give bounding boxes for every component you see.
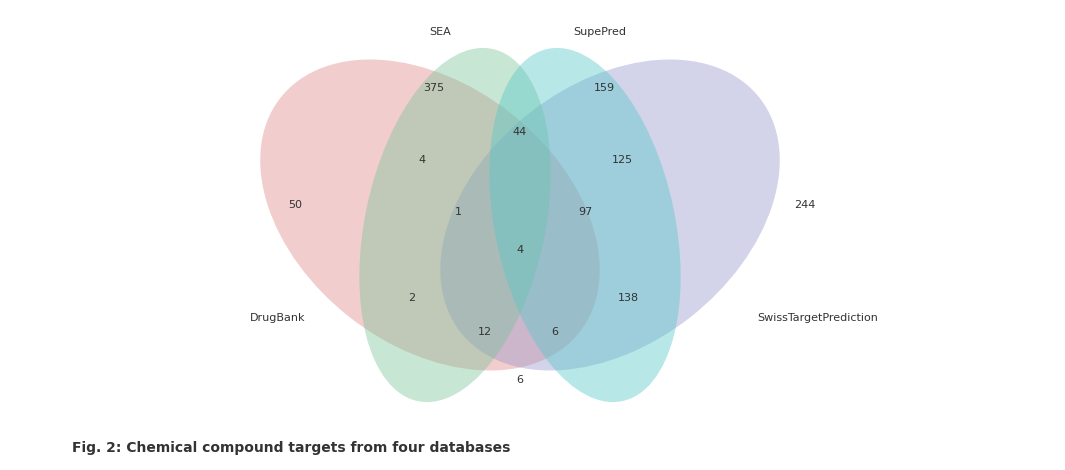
Text: 244: 244 <box>794 200 816 210</box>
Text: 4: 4 <box>517 245 524 255</box>
Ellipse shape <box>489 48 681 402</box>
Text: 50: 50 <box>288 200 302 210</box>
Text: 12: 12 <box>478 327 492 337</box>
Ellipse shape <box>260 60 600 370</box>
Text: 6: 6 <box>517 375 524 385</box>
Text: 138: 138 <box>618 293 639 303</box>
Text: 125: 125 <box>611 155 633 165</box>
Ellipse shape <box>440 60 780 370</box>
Text: SEA: SEA <box>429 27 450 37</box>
Text: Fig. 2: Chemical compound targets from four databases: Fig. 2: Chemical compound targets from f… <box>72 441 510 455</box>
Text: 375: 375 <box>424 83 444 93</box>
Text: 1: 1 <box>455 207 461 217</box>
Text: 97: 97 <box>578 207 592 217</box>
Text: 6: 6 <box>552 327 558 337</box>
Text: 4: 4 <box>419 155 426 165</box>
Text: SupePred: SupePred <box>573 27 626 37</box>
Ellipse shape <box>359 48 551 402</box>
Text: 2: 2 <box>409 293 415 303</box>
Text: 159: 159 <box>593 83 615 93</box>
Text: DrugBank: DrugBank <box>250 313 306 323</box>
Text: 44: 44 <box>513 127 527 137</box>
Text: SwissTargetPrediction: SwissTargetPrediction <box>757 313 879 323</box>
